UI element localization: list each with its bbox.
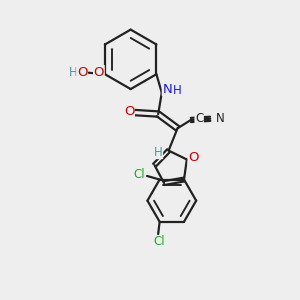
Text: H: H — [69, 66, 77, 79]
Text: H: H — [78, 66, 87, 79]
Text: N: N — [216, 112, 224, 125]
Text: H: H — [154, 146, 163, 159]
Text: O: O — [188, 152, 199, 164]
Text: Cl: Cl — [134, 168, 145, 181]
Text: C: C — [195, 112, 203, 125]
Text: H: H — [173, 84, 182, 98]
Text: N: N — [162, 82, 172, 96]
Text: O: O — [124, 106, 134, 118]
Text: O: O — [94, 66, 104, 79]
Text: Cl: Cl — [153, 236, 164, 248]
Text: O: O — [77, 66, 87, 79]
